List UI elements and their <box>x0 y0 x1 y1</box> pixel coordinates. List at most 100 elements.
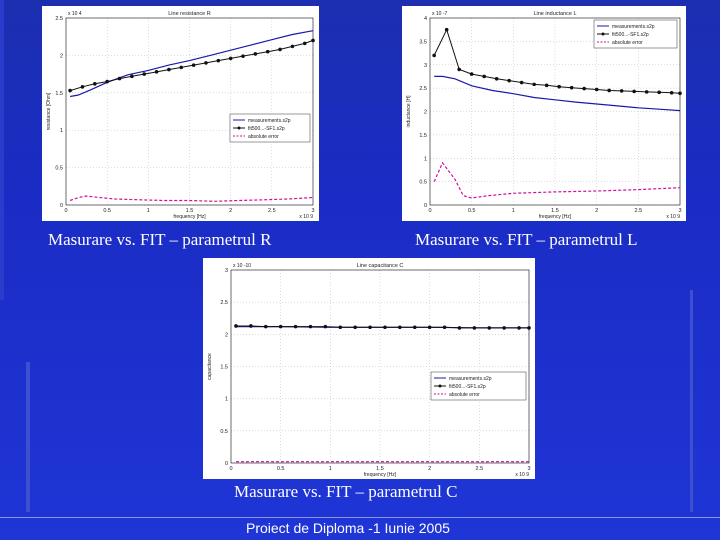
legend-label: fit500...-SF1.s2p <box>612 32 649 38</box>
x-tick-label: 0.5 <box>277 466 285 472</box>
data-point <box>368 325 372 330</box>
x-tick-label: 1 <box>512 208 515 214</box>
data-point <box>457 326 462 330</box>
data-point <box>105 79 109 84</box>
legend-label: fit500...-SF1.s2p <box>449 384 486 390</box>
x-tick-label: 0 <box>229 466 232 472</box>
data-point <box>527 326 531 330</box>
y-exponent-label: x 10 -10 <box>233 263 251 269</box>
x-tick-label: 1 <box>329 466 332 472</box>
y-tick-label: 1.5 <box>419 133 427 139</box>
data-point <box>619 89 624 93</box>
y-tick-label: 1 <box>225 397 228 403</box>
legend-label: measurements.s2p <box>248 118 291 124</box>
data-point <box>594 87 599 92</box>
figure-inductance: 0 0.5 1 1.5 2 2.5 3 0 0.5 1 1.5 2 2.5 3 3.5 4 Line induc… <box>402 6 686 221</box>
data-point <box>130 74 134 79</box>
y-exponent-label: x 10 -7 <box>432 11 448 17</box>
y-tick-label: 2 <box>60 53 63 59</box>
data-point <box>469 72 474 76</box>
figure-resistance: 0 0.5 1 1.5 2 2.5 3 0 0.5 1 1.5 2 2.5 Line resistance… <box>42 6 319 221</box>
data-point <box>204 61 208 65</box>
data-point <box>507 78 511 83</box>
legend-marker <box>601 32 605 36</box>
data-point <box>532 82 536 87</box>
chart-title: Line resistance R <box>168 11 211 17</box>
y-tick-label: 0.5 <box>55 166 63 172</box>
x-tick-label: 2.5 <box>268 208 276 214</box>
data-point <box>249 324 253 328</box>
plot-frame <box>230 269 530 464</box>
footer-text: Proiect de Diploma -1 Iunie 2005 <box>246 520 450 536</box>
data-point <box>517 326 521 330</box>
data-point <box>80 85 85 89</box>
y-tick-label: 2.5 <box>55 16 63 22</box>
legend-label: absolute error <box>612 40 643 46</box>
x-axis-label: frequency [Hz] <box>173 214 206 220</box>
x-tick-label: 0 <box>428 208 431 214</box>
data-point <box>253 52 258 56</box>
legend-label: absolute error <box>248 134 279 140</box>
data-point <box>338 325 343 330</box>
data-point <box>383 325 387 330</box>
data-point <box>569 85 574 90</box>
data-point <box>669 91 674 95</box>
legend-box <box>430 371 527 401</box>
series-line-0 <box>434 75 681 112</box>
caption-inductance: Masurare vs. FIT – parametrul L <box>415 230 638 249</box>
y-tick-label: 3 <box>424 63 427 69</box>
data-point <box>278 47 282 52</box>
data-point <box>482 74 486 79</box>
y-tick-label: 0 <box>424 203 427 209</box>
x-tick-label: 1.5 <box>551 208 559 214</box>
legend-label: fit500...-SF1.s2p <box>248 126 285 132</box>
y-tick-label: 3.5 <box>419 39 427 45</box>
data-point <box>657 90 661 95</box>
data-point <box>234 324 238 328</box>
y-tick-label: 2 <box>225 332 228 338</box>
data-point <box>311 38 315 43</box>
y-tick-label: 0.5 <box>220 429 228 435</box>
series-line-2 <box>69 195 314 202</box>
data-point <box>494 76 499 81</box>
y-tick-label: 0 <box>225 461 228 467</box>
data-point <box>678 91 682 96</box>
legend-label: measurements.s2p <box>449 376 492 382</box>
data-point <box>142 72 147 76</box>
figure-capacitance: 0 0.5 1 1.5 2 2.5 3 0 0.5 1 1.5 2 2.5 3 Line capacitan… <box>203 258 535 479</box>
chart-title: Line capacitance C <box>357 263 404 269</box>
plot-frame <box>65 17 314 206</box>
data-point <box>544 83 549 88</box>
data-point <box>117 76 122 81</box>
data-point <box>228 56 233 61</box>
caption-capacitance: Masurare vs. FIT – parametrul C <box>234 482 458 501</box>
series-line-2 <box>433 161 681 199</box>
chart-title: Line inductance L <box>533 11 576 17</box>
x-tick-label: 0 <box>64 208 67 214</box>
data-point <box>398 325 402 330</box>
data-point <box>442 325 447 330</box>
y-tick-label: 2 <box>424 110 427 116</box>
data-point <box>290 44 295 49</box>
data-point <box>457 67 461 72</box>
data-point <box>302 41 307 46</box>
data-point <box>154 70 159 74</box>
data-point <box>557 84 561 89</box>
footer-divider <box>0 517 720 518</box>
x-tick-label: 1.5 <box>186 208 194 214</box>
x-exponent-label: x 10 9 <box>299 214 313 220</box>
data-point <box>519 80 524 85</box>
data-point <box>93 82 97 86</box>
data-point <box>179 65 184 70</box>
data-point <box>582 86 586 91</box>
y-axis-label: inductance [H] <box>406 95 412 128</box>
y-tick-label: 3 <box>225 268 228 274</box>
data-point <box>323 324 328 329</box>
data-point <box>432 53 436 58</box>
data-point <box>265 49 270 54</box>
legend-label: absolute error <box>449 392 480 398</box>
y-tick-label: 2.5 <box>419 86 427 92</box>
data-point <box>293 324 298 329</box>
y-tick-label: 1 <box>424 156 427 162</box>
data-point <box>502 326 506 330</box>
